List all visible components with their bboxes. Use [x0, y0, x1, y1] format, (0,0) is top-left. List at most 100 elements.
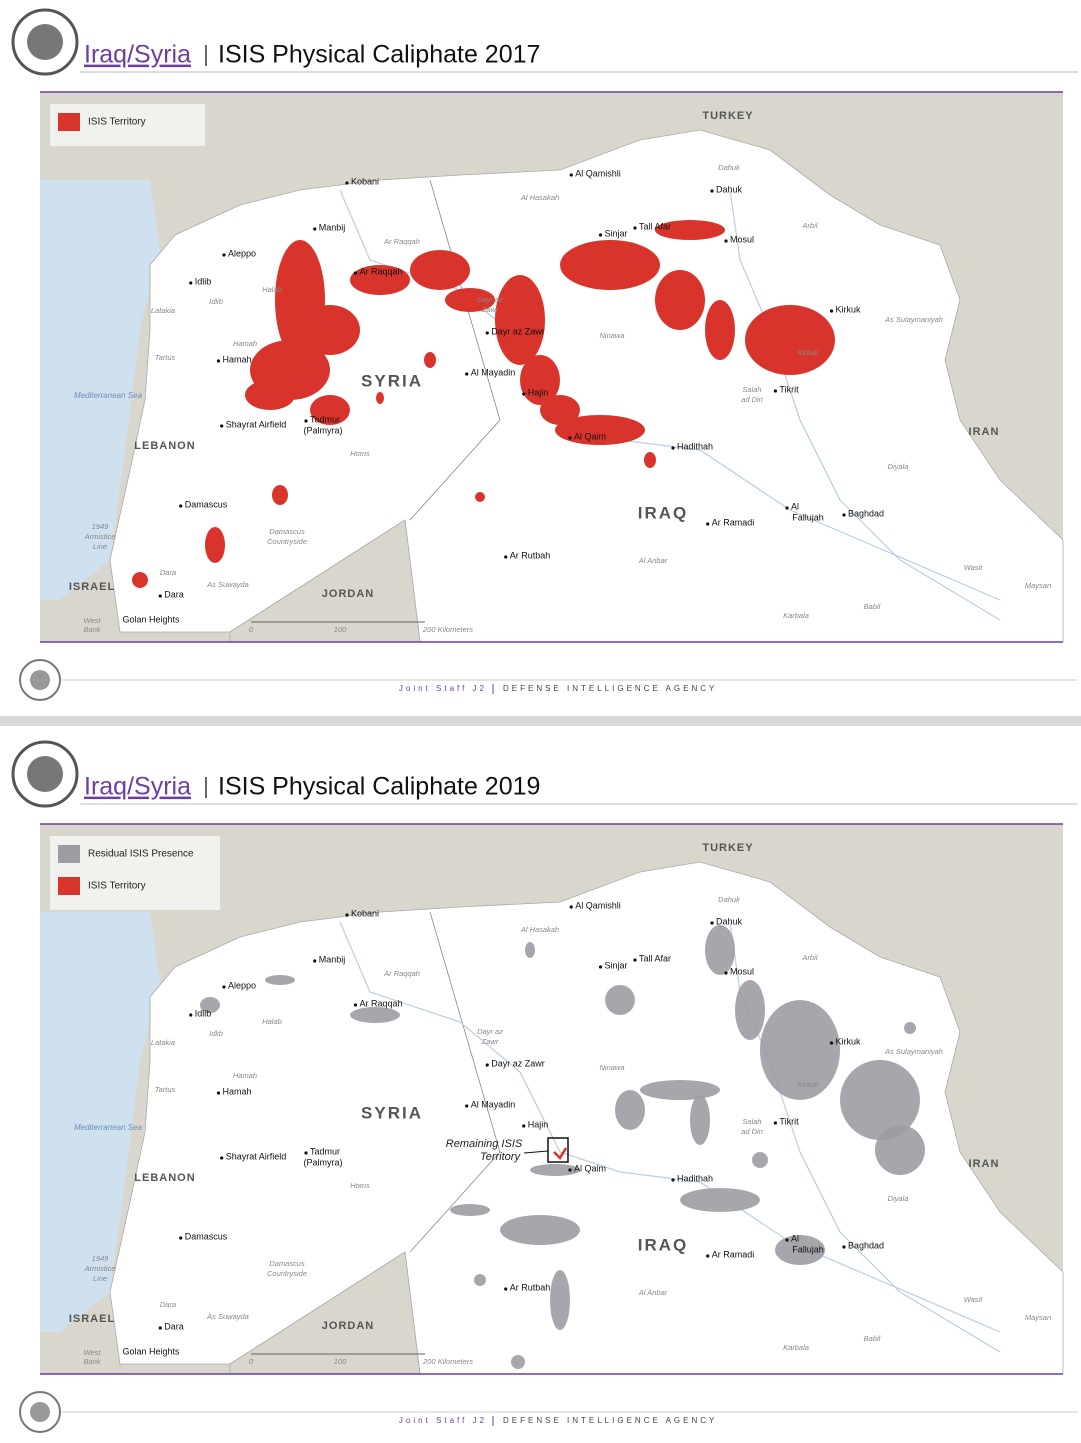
map-label: Al Qaim — [574, 1163, 606, 1173]
city-dot — [504, 555, 508, 559]
map-label: Al Qamishli — [575, 900, 621, 910]
map-label: Hamah — [222, 354, 251, 364]
seal-inner — [27, 756, 63, 792]
city-dot — [189, 281, 193, 285]
map-label: Ar Ramadi — [712, 517, 755, 527]
city-dot — [724, 239, 728, 243]
isis-territory — [424, 352, 436, 368]
city-dot — [773, 1121, 778, 1125]
map-label: Al Anbar — [638, 1288, 668, 1297]
city-dot — [179, 504, 183, 508]
map-label: Dara — [160, 1300, 176, 1309]
city-dot — [773, 389, 778, 393]
map-label: Dayr az Zawr — [491, 1058, 545, 1068]
header-title: ISIS Physical Caliphate 2017 — [218, 41, 540, 69]
map-label: Dahuk — [718, 163, 741, 172]
map-label: 100 — [334, 625, 347, 634]
map-label: Manbij — [319, 954, 346, 964]
river — [339, 921, 1001, 1333]
map-label: 0 — [249, 1357, 254, 1366]
isis-territory — [410, 250, 470, 290]
map-label: Fallujah — [792, 512, 824, 522]
map-label: Al — [791, 1233, 799, 1243]
map-label: Manbij — [319, 222, 346, 232]
map-label: Kobani — [351, 908, 379, 918]
slide: Iraq/Syria ISIS Physical Caliphate 2017 TU… — [11, 8, 1078, 701]
isis-territory — [553, 1147, 568, 1161]
map-label: (Palmyra) — [303, 1157, 342, 1167]
footer-right: DEFENSE INTELLIGENCE AGENCY — [503, 684, 717, 693]
map-label: As Sulaymaniyah — [884, 315, 943, 324]
annotation-text: Territory — [480, 1151, 521, 1163]
legend-label: Residual ISIS Presence — [88, 849, 194, 860]
isis-territory — [310, 395, 350, 425]
map-label: Tartus — [155, 353, 176, 362]
city-dot — [671, 1178, 675, 1182]
map-label: Ar Raqqah — [359, 998, 402, 1008]
city-dot — [568, 1168, 572, 1172]
city-dot — [842, 513, 846, 517]
map-label: 200 Kilometers — [422, 625, 473, 634]
map-label: TURKEY — [702, 110, 753, 122]
city-dot — [671, 446, 675, 450]
map-label: JORDAN — [322, 1320, 374, 1332]
residual-presence — [550, 1270, 570, 1330]
map-label: JORDAN — [322, 588, 374, 600]
map-label: West — [84, 1348, 102, 1357]
map-label: Al Mayadin — [471, 1099, 516, 1109]
map-label: Al Mayadin — [471, 367, 516, 377]
map-label: Halab — [262, 1017, 282, 1026]
footer-left: Joint Staff J2 — [399, 1416, 487, 1425]
map-label: Kobani — [351, 176, 379, 186]
isis-territory — [245, 380, 295, 410]
map-label: 200 Kilometers — [422, 1357, 473, 1366]
footer-right: DEFENSE INTELLIGENCE AGENCY — [503, 1416, 717, 1425]
legend-swatch — [58, 845, 80, 863]
annotation-text: Remaining ISIS — [446, 1138, 523, 1150]
city-dot — [465, 372, 469, 376]
seal-inner — [27, 24, 63, 60]
isis-territory — [555, 415, 645, 445]
map-label: Hadithah — [677, 1173, 713, 1183]
city-dot — [345, 913, 349, 917]
footer-logo-inner — [30, 1402, 50, 1422]
isis-territory — [644, 452, 656, 468]
map-label: Al Hasakah — [520, 193, 559, 202]
city-dot — [485, 1063, 489, 1067]
header-title: ISIS Physical Caliphate 2019 — [218, 773, 540, 801]
city-dot — [568, 436, 572, 440]
residual-presence — [690, 1095, 710, 1145]
map-label: Latakia — [151, 306, 175, 315]
map-label: Bank — [83, 1357, 101, 1366]
map-label: 0 — [249, 625, 254, 634]
map-label: Diyala — [888, 1194, 909, 1203]
residual-presence — [450, 1204, 490, 1216]
map-label: Ninawa — [599, 331, 624, 340]
isis-territory — [520, 355, 560, 405]
map-label: Tadmur — [310, 414, 340, 424]
map-label: Homs — [350, 449, 370, 458]
city-dot — [522, 392, 526, 396]
map-label: Tall Afar — [639, 953, 671, 963]
map-label: Maysan — [1025, 1313, 1051, 1322]
isis-territory — [376, 392, 384, 404]
syria-iraq — [109, 861, 1064, 1375]
map-label: Golan Heights — [122, 614, 180, 624]
map-label: Diyala — [888, 462, 909, 471]
map-label: SYRIA — [361, 371, 423, 390]
residual-presence — [875, 1125, 925, 1175]
map-label: Kirkuk — [835, 1036, 861, 1046]
map-label: Mosul — [730, 234, 754, 244]
residual-presence — [904, 1022, 916, 1034]
city-dot — [485, 331, 489, 335]
map-label: Mediterranean Sea — [74, 391, 143, 400]
map-label: Mosul — [730, 966, 754, 976]
map-label: Dayr az — [477, 295, 503, 304]
map-label: Hadithah — [677, 441, 713, 451]
map-label: Kirkuk — [835, 304, 861, 314]
header-region: Iraq/Syria — [84, 41, 191, 69]
map-label: As Sulaymaniyah — [884, 1047, 943, 1056]
map-label: Dayr az Zawr — [491, 326, 545, 336]
map-label: Countryside — [267, 537, 307, 546]
